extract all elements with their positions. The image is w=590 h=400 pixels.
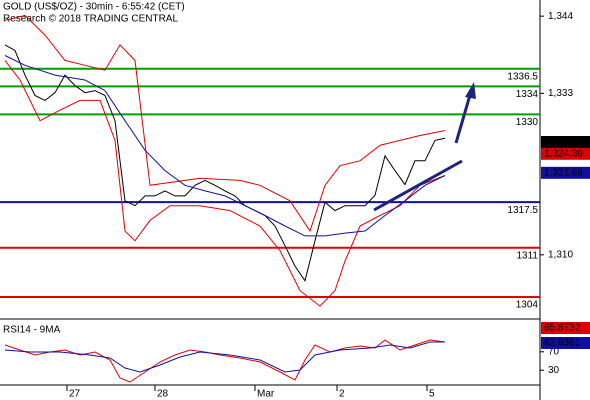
series-line [4, 339, 446, 383]
last-value-tag [541, 147, 590, 160]
rsi-tag [541, 337, 590, 349]
x-tick-label: 2 [339, 389, 345, 400]
y-tick-label: 1,344 [548, 11, 573, 22]
x-tick-label: 27 [69, 389, 81, 400]
rsi-tick-label: 30 [548, 365, 560, 376]
level-label: 1336.5 [507, 71, 538, 82]
last-value-tag [541, 166, 590, 179]
y-tick-label: 1,333 [548, 88, 573, 99]
trend-arrows [373, 82, 476, 212]
rsi-tag-label: 62.8361 [544, 338, 581, 349]
trend-line [373, 159, 463, 212]
x-tick-label: 28 [157, 389, 169, 400]
rsi-tick-label: 70 [548, 346, 560, 357]
last-value-label: 1,324.39 [544, 148, 583, 159]
x-tick-label: 5 [429, 389, 435, 400]
last-value-label: 1,326.07 [544, 137, 583, 148]
arrow-shaft [454, 94, 472, 144]
last-value-tag [541, 136, 590, 149]
level-label: 1334 [516, 89, 539, 100]
series-line [4, 60, 446, 307]
series-line [4, 14, 446, 233]
series-line [4, 341, 445, 373]
rsi-title: RSI14 - 9MA [3, 325, 61, 336]
series-line [4, 55, 446, 237]
arrow-head [465, 82, 476, 99]
series-line [4, 44, 446, 283]
x-tick-label: Mar [257, 389, 275, 400]
level-label: 1304 [516, 300, 539, 311]
level-label: 1317.5 [507, 205, 538, 216]
chart-title: GOLD (US$/OZ) - 30min - 6:55:42 (CET) [3, 2, 185, 13]
rsi-tag-label: 65.8732 [544, 323, 581, 334]
chart-subtitle: Research © 2018 TRADING CENTRAL [3, 14, 178, 25]
level-label: 1330 [516, 117, 539, 128]
rsi-tag [541, 322, 590, 334]
y-tick-label: 1,310 [548, 249, 573, 260]
last-value-label: 1,321.68 [544, 167, 583, 178]
level-label: 1311 [516, 250, 538, 261]
